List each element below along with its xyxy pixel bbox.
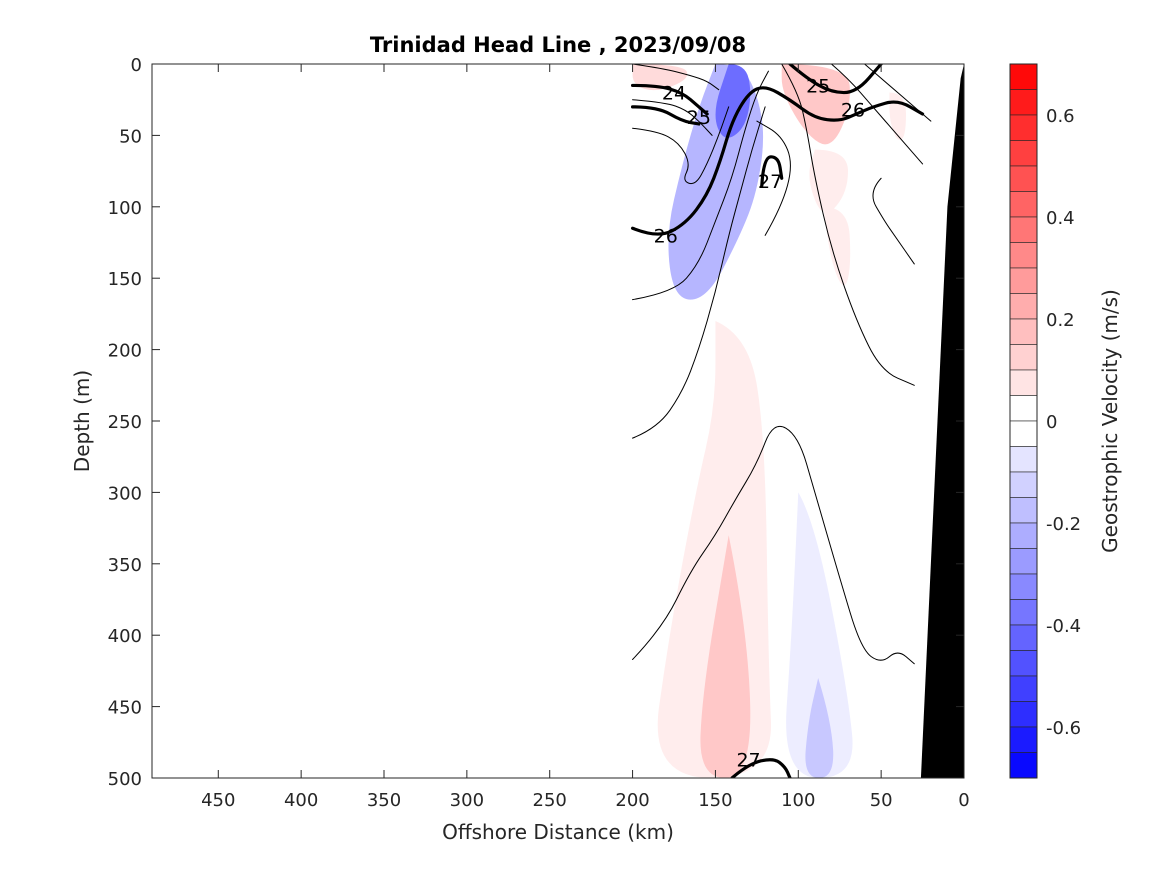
contour-label: 26 <box>654 225 678 247</box>
y-tick-label: 200 <box>108 341 142 362</box>
colorbar-segment <box>1009 522 1038 549</box>
x-axis: 450 400 350 300 250 200 150 100 50 0 <box>201 64 970 811</box>
colorbar-tick-label: 0 <box>1046 412 1057 433</box>
y-tick-label: 450 <box>108 698 142 719</box>
velocity-patch <box>805 678 834 778</box>
x-tick-label: 150 <box>698 790 732 811</box>
colorbar-segment <box>1009 318 1038 345</box>
density-contour-heavy <box>630 83 709 116</box>
density-contour-heavy <box>730 758 792 778</box>
density-contour <box>756 120 791 236</box>
contour-label: 26 <box>841 100 865 122</box>
colorbar-tick-label: -0.4 <box>1046 616 1081 637</box>
bathymetry-shelf <box>920 64 964 778</box>
colorbar-segment <box>1009 752 1038 779</box>
x-tick-label: 0 <box>958 790 969 811</box>
x-tick-label: 50 <box>870 790 893 811</box>
velocity-patch <box>823 206 851 286</box>
colorbar-segment <box>1009 573 1038 600</box>
colorbar: 0.6 0.4 0.2 0 -0.2 -0.4 -0.6 <box>1009 63 1081 779</box>
colorbar-segment <box>1009 726 1038 753</box>
contour-label: 27 <box>736 749 760 771</box>
colorbar-segment <box>1009 140 1038 167</box>
contour-label: 25 <box>806 75 830 97</box>
colorbar-segment <box>1009 624 1038 651</box>
velocity-patch <box>786 492 853 778</box>
colorbar-segment <box>1009 89 1038 116</box>
y-tick-label: 400 <box>108 626 142 647</box>
y-tick-label: 500 <box>108 769 142 790</box>
colorbar-segment <box>1009 420 1038 447</box>
colorbar-segment <box>1009 675 1038 702</box>
density-contour <box>632 64 720 91</box>
velocity-patch <box>700 535 751 778</box>
colorbar-segment <box>1009 242 1038 269</box>
colorbar-segment <box>1009 701 1038 728</box>
contour-label: 24 <box>662 83 686 105</box>
x-tick-label: 400 <box>284 790 318 811</box>
colorbar-segment <box>1009 650 1038 677</box>
x-tick-label: 200 <box>615 790 649 811</box>
colorbar-segment <box>1009 599 1038 626</box>
x-tick-label: 350 <box>367 790 401 811</box>
colorbar-segment <box>1009 191 1038 218</box>
x-tick-label: 250 <box>533 790 567 811</box>
y-tick-label: 150 <box>108 269 142 290</box>
density-contour-heavy <box>630 105 701 126</box>
colorbar-label: Geostrophic Velocity (m/s) <box>1098 289 1122 553</box>
y-tick-label: 300 <box>108 483 142 504</box>
colorbar-segment <box>1009 114 1038 141</box>
density-contour <box>632 106 730 185</box>
colorbar-segment <box>1009 267 1038 294</box>
colorbar-segment <box>1009 548 1038 575</box>
colorbar-frame <box>1009 63 1038 779</box>
colorbar-segment <box>1009 165 1038 192</box>
contour-label: 27 <box>758 171 782 193</box>
colorbar-segment <box>1009 471 1038 498</box>
density-contour <box>632 425 915 665</box>
colorbar-segment <box>1009 344 1038 371</box>
y-tick-label: 350 <box>108 555 142 576</box>
colorbar-segment <box>1009 395 1038 422</box>
y-axis-label: Depth (m) <box>70 370 94 472</box>
colorbar-segment <box>1009 216 1038 243</box>
colorbar-tick-label: 0.4 <box>1046 208 1075 229</box>
x-axis-label: Offshore Distance (km) <box>442 820 674 844</box>
density-contour-heavy <box>760 155 784 187</box>
density-contour-heavy <box>788 64 883 95</box>
density-contour-heavy <box>630 86 925 236</box>
y-tick-label: 0 <box>131 55 142 76</box>
colorbar-tick-label: -0.2 <box>1046 514 1081 535</box>
y-tick-label: 250 <box>108 412 142 433</box>
y-tick-label: 100 <box>108 198 142 219</box>
density-contour <box>830 64 924 165</box>
colorbar-tick-label: 0.6 <box>1046 106 1075 127</box>
y-axis: 0 50 100 150 200 250 300 350 400 450 500 <box>108 55 964 790</box>
density-contour <box>872 177 915 265</box>
density-contour <box>632 106 766 439</box>
x-tick-label: 450 <box>201 790 235 811</box>
density-contour <box>781 64 915 386</box>
density-contour <box>632 99 713 136</box>
velocity-patch <box>632 64 688 91</box>
colorbar-segment <box>1009 63 1038 90</box>
colorbar-segment <box>1009 369 1038 396</box>
x-tick-label: 100 <box>781 790 815 811</box>
colorbar-segment <box>1009 446 1038 473</box>
colorbar-segment <box>1009 293 1038 320</box>
x-tick-label: 300 <box>450 790 484 811</box>
colorbar-tick-label: 0.2 <box>1046 310 1075 331</box>
density-contour <box>864 64 932 122</box>
y-tick-label: 50 <box>119 126 142 147</box>
contour-label: 25 <box>687 107 711 129</box>
density-contour <box>632 70 769 301</box>
colorbar-segment <box>1009 497 1038 524</box>
colorbar-tick-label: -0.6 <box>1046 718 1081 739</box>
chart-title: Trinidad Head Line , 2023/09/08 <box>370 33 746 57</box>
velocity-patch <box>781 64 850 145</box>
